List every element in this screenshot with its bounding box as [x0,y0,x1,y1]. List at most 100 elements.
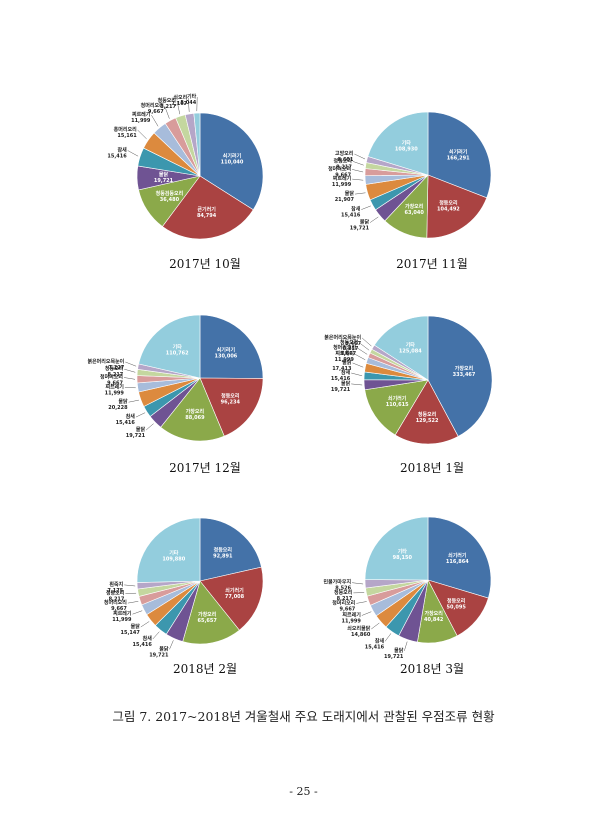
pie-slice [426,174,488,239]
slice-label: 쇠오리물닭 [347,625,370,632]
slice-value-label: 15,416 [365,644,385,650]
leader-line [361,611,372,616]
leader-line [361,205,371,210]
slice-value-label: 8,217 [337,596,353,602]
slice-label: 홍머리오리 [114,126,137,133]
slice-label: 흰죽지 [109,581,123,588]
slice-value-label: 7,227 [108,365,124,371]
slice-value-label: 36,480 [160,197,180,203]
leader-line [371,622,380,630]
slice-value-label: 9,667 [335,172,351,178]
pie-slice [427,516,492,599]
slice-value-label: 8,217 [107,372,123,378]
slice-label: 찌르레기 [335,350,354,357]
pie-slice [182,580,240,645]
slice-label: 찌르레기 [132,111,151,118]
slice-value-label: 9,667 [340,351,356,357]
leader-line [127,150,139,157]
slice-label: 물닭 [159,171,169,178]
slice-label: 청둥오리 [221,392,240,399]
slice-label: 기타 [398,548,408,555]
slice-value-label: 11,999 [112,617,132,623]
chart-title: 2018년 3월 [400,662,464,676]
slice-value-label: 333,467 [453,372,476,378]
slice-label: 찌르레기 [333,175,352,182]
slice-label: 쇠기러기 [223,152,242,159]
slice-value-label: 109,880 [162,557,185,563]
slice-label: 청둥오리 [333,157,352,164]
leader-line [356,347,368,355]
slice-value-label: 7,167 [171,101,187,107]
slice-label: 물닭 [394,647,404,654]
slice-value-label: 9,667 [148,109,164,115]
slice-value-label: 130,006 [215,353,238,359]
slice-value-label: 19,721 [149,652,169,658]
slice-value-label: 110,762 [166,350,189,356]
pie-slice [161,175,254,240]
slice-value-label: 19,721 [331,387,351,393]
slice-label: 청머리오리 [141,102,164,109]
leader-line [352,161,364,166]
slice-label: 참새 [143,635,153,642]
pie-slice [138,314,201,379]
slice-value-label: 88,069 [185,415,205,421]
leader-line [354,353,366,361]
slice-value-label: 11,999 [335,357,355,363]
slice-label: 청둥오리 [340,339,359,346]
slice-value-label: 129,522 [416,418,439,424]
slice-value-label: 8,217 [336,164,352,170]
slice-value-label: 19,721 [384,654,404,660]
pie-slice [199,377,264,437]
leader-line [351,372,363,377]
leader-line [125,361,137,367]
pie-chart-6: 쇠기러기116,864청둥오리50,095가창오리40,842물닭19,721참… [323,516,492,676]
leader-line [384,633,392,642]
slice-label: 물닭 [341,380,351,387]
slice-value-label: 104,492 [437,206,460,212]
leader-line [359,342,370,351]
leader-line [135,412,146,418]
leader-line [351,383,363,386]
slice-label: 쇠오리 [173,94,187,101]
pie-chart-3: 쇠기러기130,006청둥오리96,234가창오리88,069물닭19,721참… [87,314,264,475]
leader-line [352,169,364,173]
slice-label: 물닭 [118,398,128,405]
leader-line [169,640,174,650]
pie-chart-4: 가창오리333,467청둥오리129,522쇠기러기110,615물닭19,72… [324,315,493,475]
slice-label: 쇠기러기 [225,587,244,594]
chart-title: 2017년 12월 [169,461,241,475]
slice-value-label: 50,095 [447,604,467,610]
chart-title: 2018년 2월 [173,662,237,676]
slice-value-label: 14,860 [351,632,371,638]
slice-value-label: 96,234 [221,399,241,405]
slice-label: 물닭 [131,623,141,630]
leader-line [164,106,170,119]
leader-line [352,178,364,181]
slice-label: 기타 [173,343,183,350]
leader-line [140,621,150,628]
slice-value-label: 11,999 [131,118,151,124]
pie-slice [199,517,262,582]
pie-slice [394,379,459,445]
slice-value-label: 15,147 [121,630,141,636]
slice-value-label: 19,721 [126,433,146,439]
slice-label: 물닭 [342,359,352,366]
slice-label: 참새 [341,369,351,376]
leader-line [404,641,408,651]
pie-slice [193,112,201,177]
leader-line [354,192,366,195]
slice-value-label: 63,040 [405,210,425,216]
slice-label: 청머리오리 [332,599,355,606]
slice-value-label: 77,008 [225,594,245,600]
slice-value-label: 8,217 [343,346,359,352]
leader-line [354,153,366,160]
slice-label: 가창오리 [424,610,443,617]
slice-label: 가창오리 [455,365,474,372]
leader-line [132,610,143,615]
pie-slice [199,566,264,631]
chart-title: 2017년 10월 [169,257,241,271]
slice-label: 기타 [402,140,412,147]
pie-slice [364,379,429,436]
